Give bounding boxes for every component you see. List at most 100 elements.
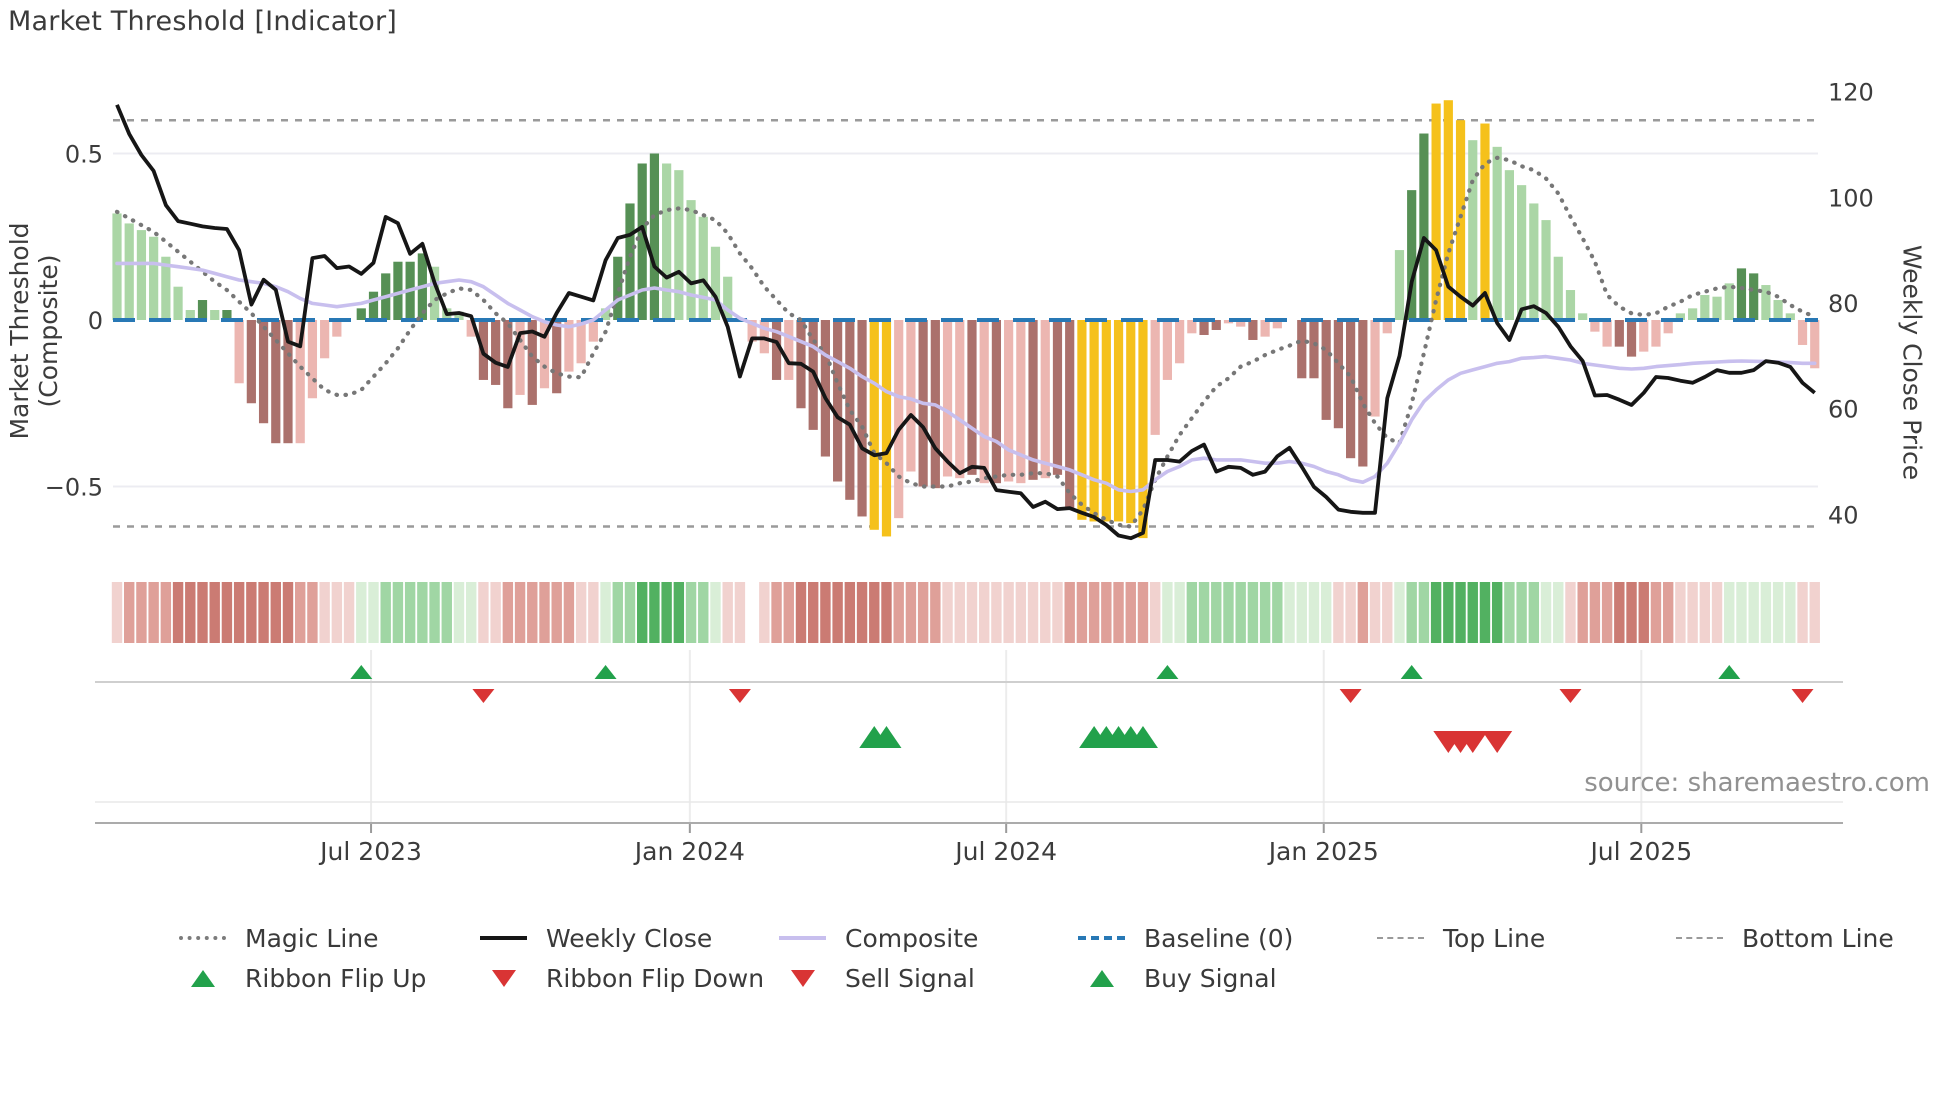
threshold-bar bbox=[185, 310, 195, 320]
threshold-bar bbox=[197, 300, 208, 320]
ribbon-cell bbox=[1308, 582, 1320, 643]
tri-up-icon bbox=[1078, 969, 1125, 987]
ribbon-cell bbox=[1430, 582, 1442, 643]
ribbon-cell bbox=[1418, 582, 1430, 643]
ribbon-cell bbox=[1259, 582, 1271, 643]
threshold-bar bbox=[564, 320, 574, 372]
threshold-bar bbox=[454, 311, 464, 320]
threshold-bar bbox=[1675, 313, 1685, 320]
threshold-bar bbox=[356, 308, 366, 320]
ribbon-cell bbox=[1601, 582, 1613, 643]
ribbon-cell bbox=[759, 582, 770, 643]
threshold-bar bbox=[1565, 290, 1576, 320]
threshold-bar bbox=[295, 320, 305, 444]
ribbon-cell bbox=[1149, 582, 1161, 643]
legend-band-swatch bbox=[1377, 937, 1424, 939]
threshold-bar bbox=[1529, 203, 1539, 320]
threshold-bar bbox=[1394, 250, 1405, 320]
ribbon-cell bbox=[417, 582, 428, 643]
threshold-bar bbox=[1443, 100, 1453, 320]
ribbon-cell bbox=[209, 582, 220, 643]
threshold-bar bbox=[1321, 320, 1331, 420]
x-tick-label: Jul 2023 bbox=[318, 837, 422, 866]
ribbon-cell bbox=[295, 582, 306, 643]
legend-row-lines: Magic Line Weekly Close Composite Baseline … bbox=[0, 916, 1960, 960]
threshold-bar bbox=[1773, 300, 1783, 320]
ribbon-cell bbox=[1565, 582, 1576, 643]
ribbon-cell bbox=[1724, 582, 1735, 643]
ribbon-cell bbox=[514, 582, 526, 643]
legend-label: Baseline (0) bbox=[1144, 923, 1294, 953]
ribbon-cell bbox=[1638, 582, 1649, 643]
ribbon-cell bbox=[734, 582, 746, 643]
legend-band-swatch bbox=[1676, 937, 1723, 939]
threshold-bar bbox=[1785, 313, 1795, 320]
ribbon-cell bbox=[905, 582, 917, 643]
tri-down-icon bbox=[779, 969, 826, 987]
ribbon-cell bbox=[1736, 582, 1747, 643]
ribbon-cell bbox=[1101, 582, 1112, 643]
threshold-bar bbox=[1199, 320, 1209, 335]
legend-magic-swatch bbox=[179, 936, 226, 940]
ribbon-cell bbox=[1516, 582, 1527, 643]
threshold-bar bbox=[1113, 320, 1124, 522]
threshold-bar bbox=[1553, 256, 1563, 320]
threshold-bar bbox=[1431, 103, 1441, 320]
ribbon-cell bbox=[1394, 582, 1405, 643]
ribbon-cell bbox=[124, 582, 135, 643]
threshold-bar bbox=[1700, 295, 1710, 320]
threshold-bar bbox=[1602, 320, 1612, 347]
ribbon-cell bbox=[1760, 582, 1772, 643]
band-glyph bbox=[1676, 937, 1723, 939]
x-tick-label: Jan 2024 bbox=[633, 837, 745, 866]
threshold-bar bbox=[1639, 320, 1649, 352]
ribbon-cell bbox=[136, 582, 147, 643]
ribbon-cell bbox=[1113, 582, 1124, 643]
threshold-bar bbox=[1724, 283, 1734, 320]
ribbon-flip-down-marker bbox=[1339, 689, 1362, 703]
threshold-bar bbox=[1272, 320, 1282, 329]
ribbon-cell bbox=[1320, 582, 1332, 643]
ribbon-cell bbox=[722, 582, 733, 643]
ribbon-cell bbox=[881, 582, 892, 643]
threshold-bar bbox=[1468, 140, 1478, 320]
threshold-bar bbox=[1504, 170, 1514, 320]
ribbon-cell bbox=[710, 582, 721, 643]
weekly-close-line bbox=[115, 104, 1816, 541]
legend-label: Sell Signal bbox=[845, 963, 975, 993]
ribbon-cell bbox=[832, 582, 843, 643]
threshold-bar bbox=[1419, 133, 1429, 320]
legend-item-ribbon-flip-up: Ribbon Flip Up bbox=[179, 956, 426, 1000]
ribbon-cell bbox=[1797, 582, 1808, 643]
ribbon-cell bbox=[1345, 582, 1356, 643]
baseline-glyph bbox=[1078, 936, 1125, 940]
ribbon-cell bbox=[978, 582, 990, 643]
threshold-bar bbox=[1455, 120, 1466, 320]
threshold-bar bbox=[1065, 320, 1075, 510]
ribbon-cell bbox=[197, 582, 208, 643]
threshold-bar bbox=[869, 320, 879, 530]
threshold-bar bbox=[491, 320, 501, 385]
ribbon-cell bbox=[466, 582, 477, 643]
legend-close-swatch bbox=[480, 936, 527, 940]
ribbon-cell bbox=[307, 582, 318, 643]
legend-label: Bottom Line bbox=[1742, 923, 1894, 953]
ribbon-cell bbox=[1247, 582, 1259, 643]
threshold-bar bbox=[686, 200, 696, 320]
tri-down-glyph bbox=[790, 969, 815, 987]
threshold-bar bbox=[1333, 320, 1343, 429]
ribbon-cell bbox=[1284, 582, 1295, 643]
threshold-bar bbox=[1162, 320, 1173, 380]
threshold-bar bbox=[1175, 320, 1185, 364]
ribbon-cell bbox=[1785, 582, 1796, 643]
ribbon-cell bbox=[185, 582, 196, 643]
threshold-bar bbox=[637, 163, 647, 320]
threshold-bar bbox=[234, 320, 244, 384]
threshold-bar bbox=[210, 310, 220, 320]
threshold-bar bbox=[894, 320, 904, 519]
threshold-bar bbox=[942, 320, 953, 477]
threshold-bar bbox=[1736, 268, 1747, 320]
tri-up-glyph bbox=[190, 969, 215, 987]
threshold-bar bbox=[332, 320, 342, 337]
threshold-bar bbox=[906, 320, 916, 472]
